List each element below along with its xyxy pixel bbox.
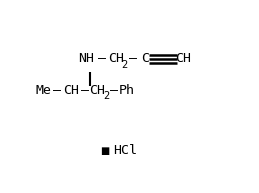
Text: —: —	[98, 52, 106, 65]
Text: ■: ■	[100, 146, 109, 156]
Text: 2: 2	[103, 91, 109, 101]
Text: CH: CH	[175, 52, 191, 65]
Text: CH: CH	[90, 84, 106, 96]
Text: C: C	[141, 52, 149, 65]
Text: —: —	[110, 84, 118, 96]
Text: Me: Me	[35, 84, 52, 96]
Text: —: —	[53, 84, 61, 96]
Text: CH: CH	[63, 84, 80, 96]
Text: —: —	[81, 84, 89, 96]
Text: —: —	[129, 52, 137, 65]
Text: NH: NH	[78, 52, 95, 65]
Text: HCl: HCl	[113, 145, 137, 157]
Text: 2: 2	[121, 60, 127, 70]
Text: Ph: Ph	[118, 84, 134, 96]
Text: CH: CH	[108, 52, 124, 65]
